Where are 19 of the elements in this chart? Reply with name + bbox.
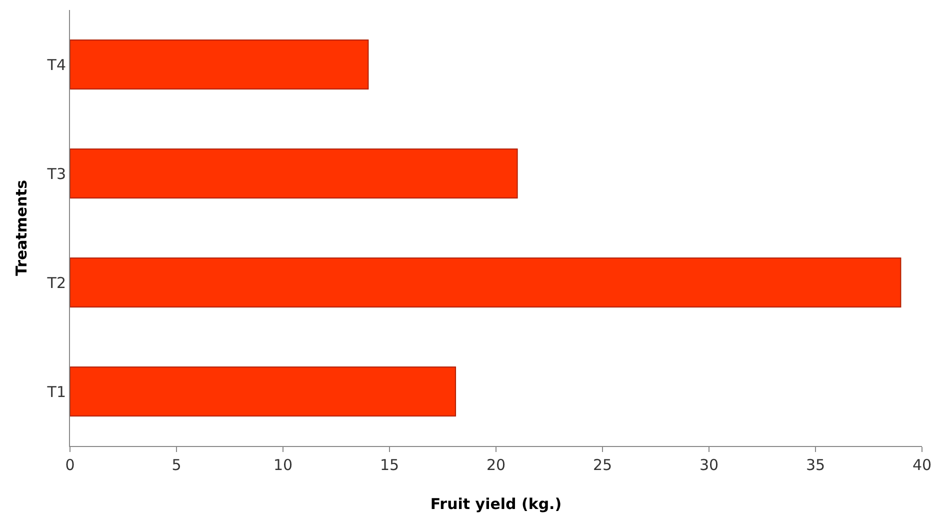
- bar: [70, 148, 518, 199]
- bar: [70, 366, 456, 417]
- x-axis-title: Fruit yield (kg.): [430, 495, 562, 513]
- y-axis-title: Treatments: [12, 180, 31, 276]
- x-tick-label: 40: [912, 456, 932, 474]
- x-tick-label: 0: [65, 456, 75, 474]
- x-tick-label: 10: [273, 456, 293, 474]
- x-tick-label: 5: [172, 456, 182, 474]
- x-tick-label: 15: [380, 456, 400, 474]
- x-tick-label: 25: [592, 456, 612, 474]
- x-tick-label: 20: [486, 456, 506, 474]
- y-tick-label: T4: [46, 56, 66, 74]
- y-tick-label: T1: [46, 382, 66, 401]
- x-tick-label: 35: [806, 456, 826, 474]
- bar: [70, 257, 902, 308]
- x-tick-label: 30: [699, 456, 719, 474]
- bar: [70, 39, 369, 90]
- y-tick-label: T3: [46, 164, 66, 183]
- y-tick-label: T2: [46, 274, 66, 292]
